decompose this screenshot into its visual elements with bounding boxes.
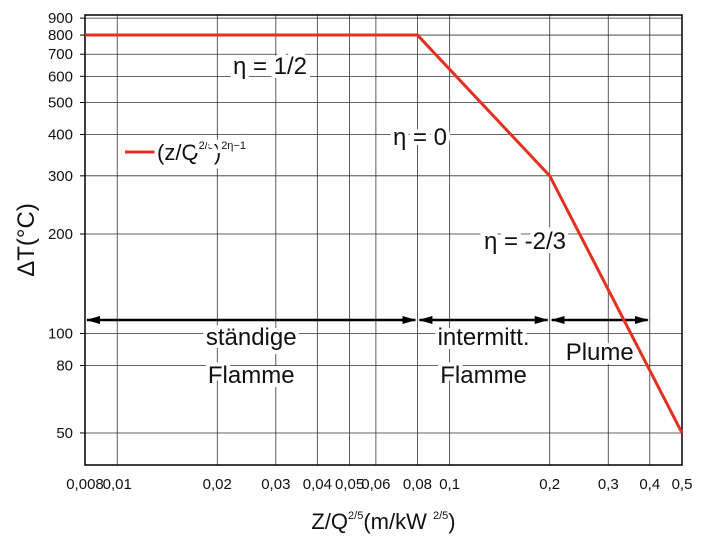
y-tick-label: 50 (56, 425, 73, 442)
x-tick-label: 0,06 (361, 476, 390, 493)
y-tick-label: 600 (48, 68, 73, 85)
x-axis-label-part: 2/5 (348, 510, 363, 522)
region-label: Flamme (440, 362, 527, 389)
y-tick-label: 200 (48, 226, 73, 243)
y-tick-label: 400 (48, 127, 73, 144)
x-axis-label-part: 2/5 (433, 510, 448, 522)
legend-part: 2η−1 (221, 140, 246, 152)
x-tick-label: 0,04 (303, 476, 332, 493)
y-tick-label: 80 (56, 358, 73, 375)
y-tick-label: 500 (48, 95, 73, 112)
plot-frame (84, 14, 683, 466)
x-tick-label: 0,008 (66, 476, 104, 493)
x-tick-label: 0,01 (103, 476, 132, 493)
x-tick-label: 0,5 (672, 476, 693, 493)
y-axis-label: ΔT(°C) (13, 203, 40, 277)
x-axis-label-part: Z/Q (311, 509, 348, 534)
annotation: η = 0 (393, 124, 447, 151)
legend-part: ) (214, 140, 221, 165)
data-line (85, 33, 684, 434)
x-tick-label: 0,2 (539, 476, 560, 493)
region-label: Flamme (208, 362, 295, 389)
x-axis-label-part: (m/kW (363, 509, 433, 534)
y-tick-label: 100 (48, 325, 73, 342)
y-tick-label: 800 (48, 27, 73, 44)
annotation: η = 1/2 (233, 53, 307, 80)
y-tick-label: 900 (48, 10, 73, 27)
y-tick-label: 300 (48, 168, 73, 185)
region-label: Plume (566, 339, 634, 366)
x-axis-label: Z/Q2/5(m/kW 2/5) (311, 509, 455, 534)
x-tick-label: 0,05 (335, 476, 364, 493)
legend-part: (z/Q (157, 140, 199, 165)
legend-label: (z/Q2/5)2η−1 (157, 140, 246, 165)
x-tick-label: 0,1 (439, 476, 460, 493)
x-tick-label: 0,03 (261, 476, 290, 493)
annotation: η = -2/3 (484, 228, 566, 255)
region-label: intermitt. (438, 324, 530, 351)
x-tick-label: 0,3 (598, 476, 619, 493)
x-tick-label: 0,02 (203, 476, 232, 493)
x-axis-label-part: ) (448, 509, 455, 534)
x-tick-label: 0,4 (639, 476, 660, 493)
x-tick-label: 0,08 (403, 476, 432, 493)
region-label: ständige (206, 324, 297, 351)
legend-part: 2/5 (199, 140, 214, 152)
y-tick-label: 700 (48, 46, 73, 63)
